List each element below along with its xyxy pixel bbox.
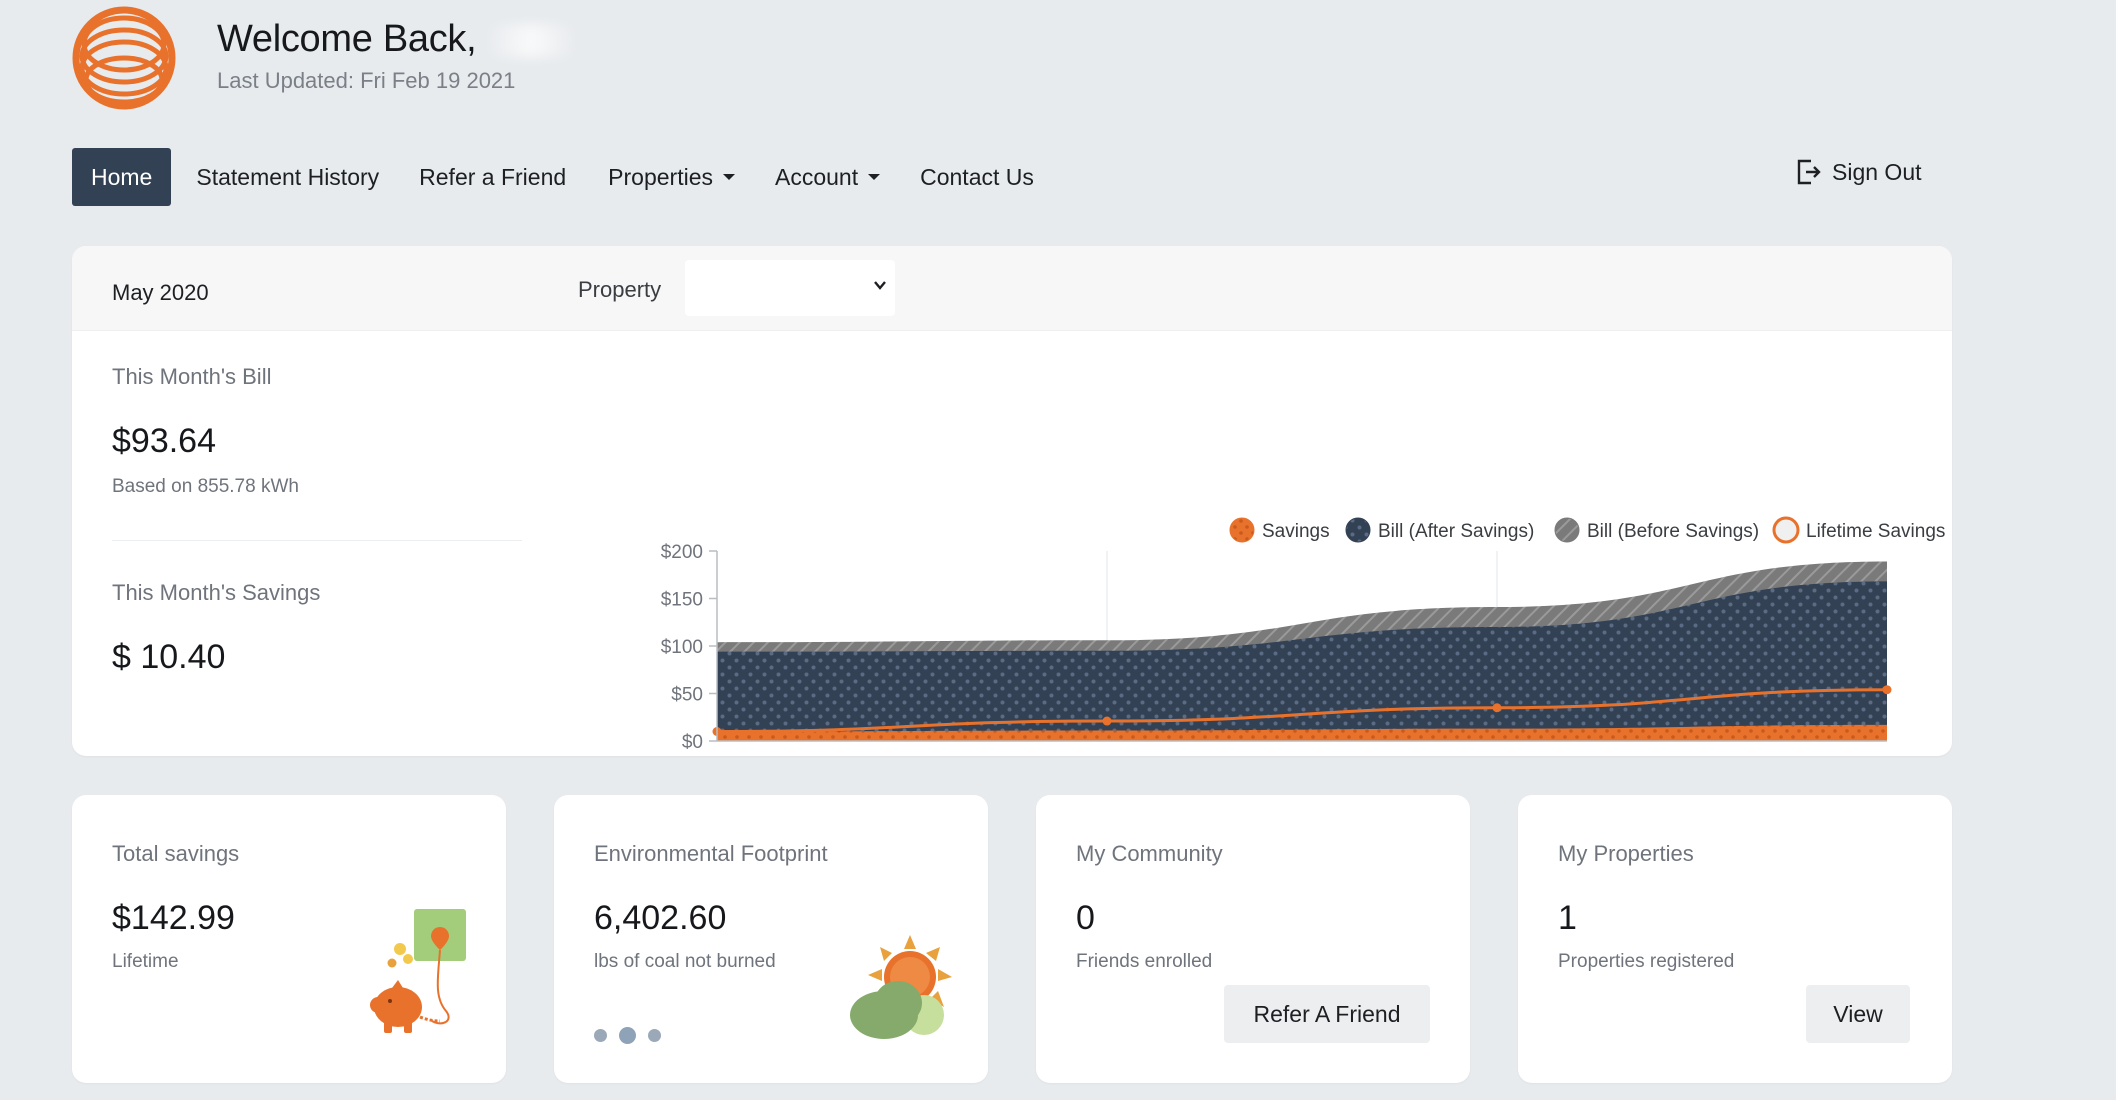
savings-area	[717, 724, 1887, 741]
savings-value: $ 10.40	[112, 638, 226, 676]
chevron-down-icon	[874, 281, 886, 290]
company-logo	[72, 6, 176, 110]
total-savings-value: $142.99	[112, 899, 235, 937]
caret-down-icon	[723, 174, 735, 180]
bill-overview-card: May 2020 Property This Month's Bill $93.…	[72, 246, 1952, 756]
lifetime-savings-point	[1492, 703, 1502, 713]
total-savings-card: Total savings $142.99 Lifetime	[72, 795, 506, 1083]
my-properties-title: My Properties	[1558, 841, 1694, 866]
nav-properties-dropdown[interactable]: Properties	[589, 148, 754, 206]
y-tick-label: $150	[661, 590, 703, 611]
nav-home[interactable]: Home	[72, 148, 172, 206]
legend-swatch	[1554, 517, 1580, 543]
my-community-sub: Friends enrolled	[1076, 951, 1213, 972]
legend-label: Lifetime Savings	[1806, 521, 1945, 542]
statement-month: May 2020	[112, 280, 209, 305]
bill-label: This Month's Bill	[112, 364, 272, 389]
bill-savings-chart: $0 $50 $100 $150 $200 May Jun Jul Aug Savings Bil…	[661, 516, 1945, 756]
sun-cloud-icon	[850, 935, 952, 1039]
x-tick-label: Jun	[1092, 755, 1123, 756]
view-properties-button[interactable]: View	[1806, 985, 1910, 1043]
nav-account-dropdown[interactable]: Account	[756, 148, 899, 206]
legend-label: Bill (Before Savings)	[1587, 521, 1759, 542]
sign-out-button[interactable]: Sign Out	[1796, 158, 1922, 186]
my-properties-card: My Properties 1 Properties registered Vi…	[1518, 795, 1952, 1083]
my-community-title: My Community	[1076, 841, 1223, 866]
x-tick-label: May	[699, 755, 735, 756]
bill-value: $93.64	[112, 422, 216, 460]
nav-contact-us[interactable]: Contact Us	[920, 163, 1034, 190]
legend-label: Savings	[1262, 521, 1330, 542]
chart-areas	[712, 561, 1892, 741]
legend-swatch	[1772, 516, 1800, 544]
y-tick-label: $100	[661, 637, 703, 658]
lifetime-savings-point	[1882, 685, 1892, 695]
refer-a-friend-button[interactable]: Refer A Friend	[1224, 985, 1430, 1043]
carousel-dots	[594, 1027, 673, 1044]
nav-properties-label: Properties	[608, 163, 713, 190]
bill-kwh: Based on 855.78 kWh	[112, 476, 299, 497]
lifetime-savings-line	[716, 688, 1888, 733]
total-savings-sub: Lifetime	[112, 951, 179, 972]
y-tick-label: $200	[661, 542, 703, 563]
my-community-value: 0	[1076, 899, 1095, 937]
divider	[112, 540, 522, 541]
carousel-dot[interactable]	[594, 1029, 607, 1042]
main-nav: Home Statement History Refer a Friend Pr…	[72, 148, 1053, 206]
property-select[interactable]	[685, 260, 895, 316]
nav-account-label: Account	[775, 163, 859, 190]
x-tick-label: Jul	[1485, 755, 1509, 756]
my-properties-value: 1	[1558, 899, 1577, 937]
bill-after-savings-area	[717, 581, 1887, 741]
nav-refer-a-friend[interactable]: Refer a Friend	[419, 163, 567, 190]
blurred-user-name	[486, 24, 577, 57]
environmental-footprint-card: Environmental Footprint 6,402.60 lbs of …	[554, 795, 988, 1083]
total-savings-title: Total savings	[112, 841, 240, 866]
x-tick-label: Aug	[1870, 755, 1904, 756]
caret-down-icon	[868, 174, 881, 180]
sign-out-label: Sign Out	[1832, 158, 1922, 185]
piggy-bank-icon	[370, 909, 466, 1033]
property-label: Property	[578, 277, 662, 302]
legend-label: Bill (After Savings)	[1378, 521, 1534, 542]
last-updated-text: Last Updated: Fri Feb 19 2021	[217, 68, 516, 93]
environmental-footprint-title: Environmental Footprint	[594, 841, 828, 866]
legend-swatch	[1345, 517, 1371, 543]
my-properties-sub: Properties registered	[1558, 951, 1735, 972]
legend-swatch	[1229, 517, 1255, 543]
carousel-dot[interactable]	[619, 1027, 636, 1044]
bill-overview-header: May 2020 Property	[72, 246, 1952, 331]
chart-legend: Savings Bill (After Savings) Bill (Before …	[1229, 516, 1945, 544]
my-community-card: My Community 0 Friends enrolled Refer A …	[1036, 795, 1470, 1083]
y-tick-label: $50	[671, 685, 703, 706]
environmental-footprint-sub: lbs of coal not burned	[594, 951, 776, 972]
welcome-heading: Welcome Back,	[217, 18, 577, 61]
chart-axes: $0 $50 $100 $150 $200 May Jun Jul Aug	[661, 542, 1904, 756]
carousel-dot[interactable]	[648, 1029, 661, 1042]
savings-label: This Month's Savings	[112, 580, 321, 605]
y-tick-label: $0	[682, 732, 703, 753]
sign-out-icon	[1797, 159, 1821, 185]
lifetime-savings-point	[1102, 716, 1112, 726]
nav-statement-history[interactable]: Statement History	[196, 163, 380, 190]
environmental-footprint-value: 6,402.60	[594, 899, 727, 937]
